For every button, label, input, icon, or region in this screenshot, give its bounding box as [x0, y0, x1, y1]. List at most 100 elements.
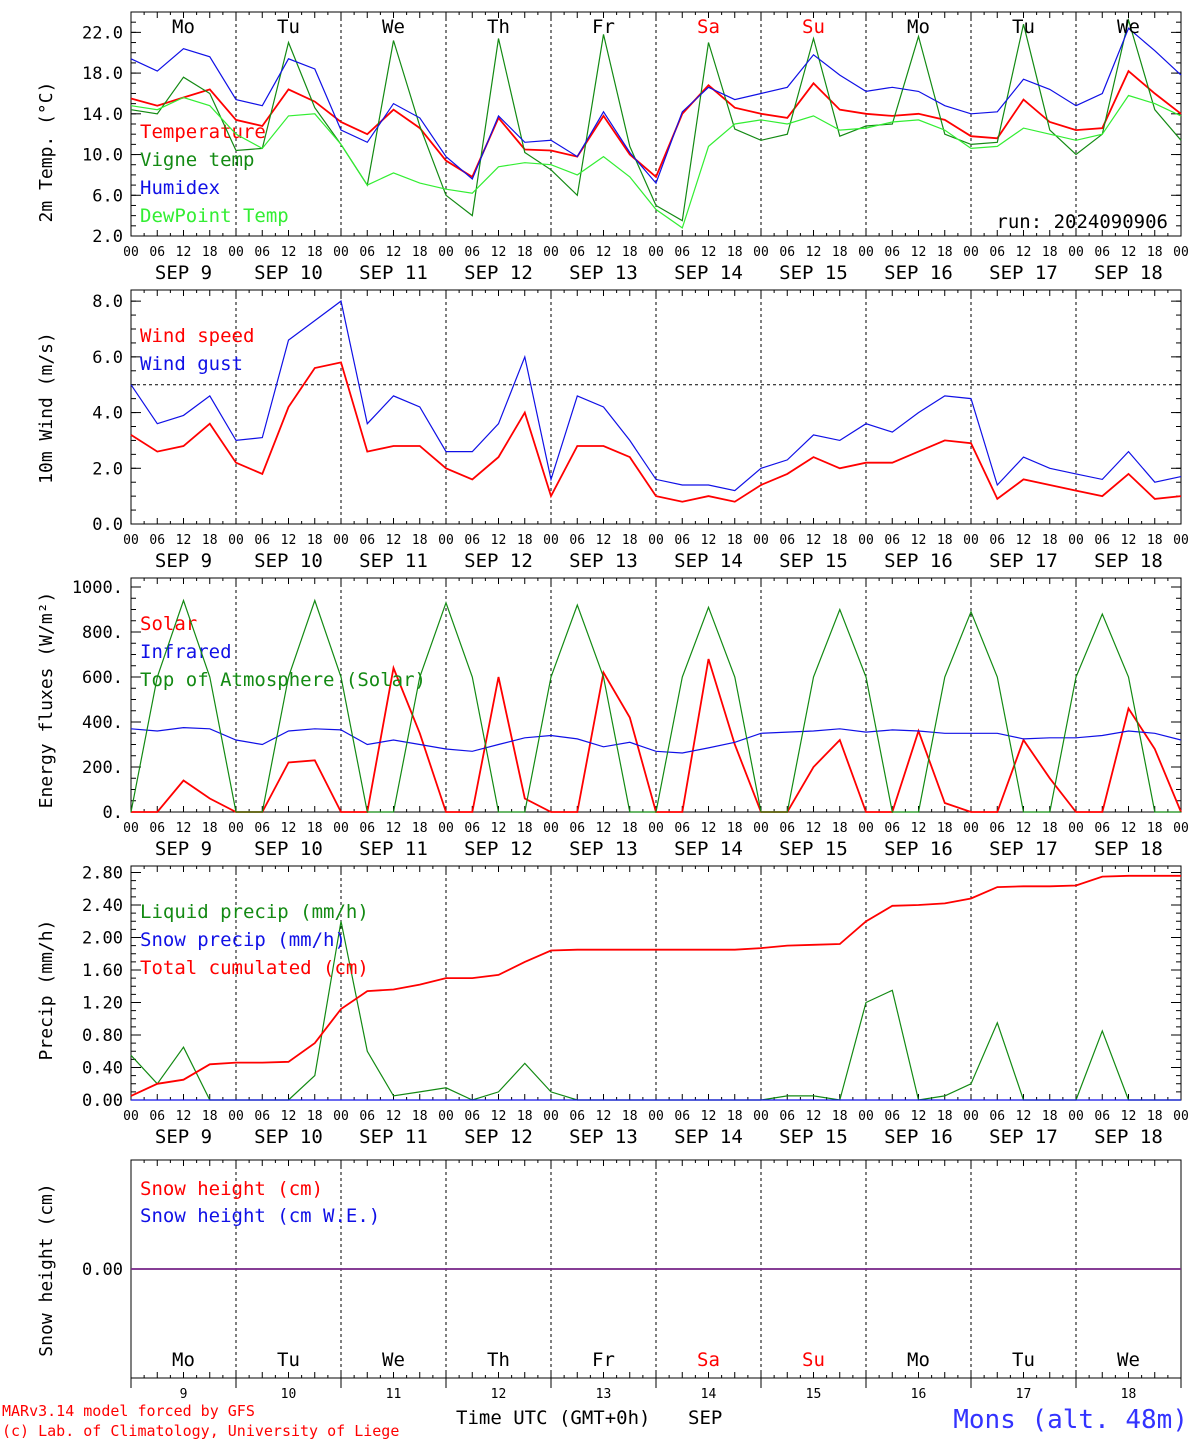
panel-1-hour-label: 18: [1042, 245, 1058, 260]
x-axis-title: Time UTC (GMT+0h): [456, 1407, 650, 1429]
panel-4-hour-label: 06: [674, 1109, 690, 1124]
panel-3-hour-label: 06: [674, 821, 690, 836]
panel-1-legend-3: DewPoint Temp: [140, 205, 289, 227]
bottom-weekday-label: Su: [802, 1349, 825, 1371]
panel-3-hour-label: 12: [491, 821, 507, 836]
panel-1-series-humidex: [130, 27, 1182, 185]
panel-1-hour-label: 00: [543, 245, 559, 260]
panel-3-hour-label: 06: [359, 821, 375, 836]
bottom-day-number: 16: [911, 1387, 927, 1402]
panel-4-hour-label: 00: [1068, 1109, 1084, 1124]
panel-2-hour-label: 06: [569, 533, 585, 548]
panel-3-hour-label: 00: [648, 821, 664, 836]
bottom-weekday-label: Fr: [592, 1349, 615, 1371]
panel-2-y-tick-label: 6.0: [92, 348, 123, 368]
panel-1-hour-label: 06: [1094, 245, 1110, 260]
panel-3-y-tick-label: 800.: [82, 623, 123, 643]
panel-3-y-tick-label: 600.: [82, 668, 123, 688]
panel-3-hour-label: 12: [701, 821, 717, 836]
panel-2-hour-label: 06: [674, 533, 690, 548]
panel-4-date-label: SEP 13: [569, 1126, 638, 1148]
panel-2-series-wind-speed: [130, 361, 1182, 503]
panel-3-date-label: SEP 18: [1094, 838, 1163, 860]
top-weekday-label: We: [382, 16, 405, 38]
bottom-weekday-label: We: [1117, 1349, 1140, 1371]
panel-1-hour-label: 12: [281, 245, 297, 260]
panel-2-date-label: SEP 18: [1094, 550, 1163, 572]
panel-3-date-label: SEP 15: [779, 838, 848, 860]
panel-3-hour-label: 06: [149, 821, 165, 836]
panel-1-hour-label: 00: [438, 245, 454, 260]
panel-4-hour-label: 00: [1173, 1109, 1189, 1124]
panel-1-hour-label: 06: [989, 245, 1005, 260]
panel-4-y-tick-label: 2.00: [82, 929, 123, 949]
panel-4-y-tick-label: 1.60: [82, 961, 123, 981]
panel-3-hour-label: 06: [779, 821, 795, 836]
panel-2-date-label: SEP 16: [884, 550, 953, 572]
panel-4-hour-label: 12: [491, 1109, 507, 1124]
panel-1-date-label: SEP 18: [1094, 262, 1163, 284]
panel-4-legend-1: Snow precip (mm/h): [140, 929, 346, 951]
top-weekday-label: Tu: [277, 16, 300, 38]
panel-2-hour-label: 00: [963, 533, 979, 548]
panel-4-hour-label: 00: [963, 1109, 979, 1124]
bottom-weekday-label: Sa: [697, 1349, 720, 1371]
panel-3-hour-label: 00: [753, 821, 769, 836]
panel-2-hour-label: 00: [648, 533, 664, 548]
panel-2-hour-label: 18: [307, 533, 323, 548]
panel-1-hour-label: 00: [858, 245, 874, 260]
panel-3-hour-label: 18: [412, 821, 428, 836]
panel-2-hour-label: 06: [779, 533, 795, 548]
top-weekday-label: Mo: [172, 16, 195, 38]
bottom-day-number: 14: [701, 1387, 717, 1402]
panel-3-date-label: SEP 9: [155, 838, 212, 860]
bottom-day-number: 17: [1016, 1387, 1032, 1402]
panel-1-y-tick-label: 10.0: [82, 146, 123, 166]
panel-1-date-label: SEP 15: [779, 262, 848, 284]
panel-1-hour-label: 12: [596, 245, 612, 260]
panel-2-y-axis-label: 10m Wind (m/s): [36, 332, 57, 484]
panel-1-hour-label: 06: [359, 245, 375, 260]
panel-2-hour-label: 12: [911, 533, 927, 548]
panel-1-hour-label: 00: [963, 245, 979, 260]
panel-2-date-label: SEP 9: [155, 550, 212, 572]
panel-3-hour-label: 00: [333, 821, 349, 836]
panel-4-hour-label: 12: [596, 1109, 612, 1124]
credit-lab: (c) Lab. of Climatology, University of L…: [2, 1422, 399, 1440]
panel-4-hour-label: 06: [149, 1109, 165, 1124]
station-name: Mons (alt. 48m): [953, 1405, 1188, 1435]
panel-1-hour-label: 06: [779, 245, 795, 260]
panel-2-date-label: SEP 10: [254, 550, 323, 572]
panel-2-y-tick-label: 0.0: [92, 515, 123, 535]
panel-3-hour-label: 06: [1094, 821, 1110, 836]
panel-3-hour-label: 06: [569, 821, 585, 836]
panel-3-y-tick-label: 1000.: [72, 578, 123, 598]
panel-1-date-label: SEP 9: [155, 262, 212, 284]
panel-4-hour-label: 12: [281, 1109, 297, 1124]
panel-3-hour-label: 12: [176, 821, 192, 836]
panel-4-legend-2: Total cumulated (cm): [140, 957, 369, 979]
panel-3-hour-label: 18: [307, 821, 323, 836]
panel-1-hour-label: 00: [123, 245, 139, 260]
panel-2-hour-label: 12: [1121, 533, 1137, 548]
panel-3-hour-label: 12: [1121, 821, 1137, 836]
run-label: run: 2024090906: [996, 211, 1168, 233]
top-weekday-label: Tu: [1012, 16, 1035, 38]
panel-2-hour-label: 00: [228, 533, 244, 548]
top-weekday-label: Th: [487, 16, 510, 38]
panel-3-date-label: SEP 13: [569, 838, 638, 860]
panel-2-y-tick-label: 2.0: [92, 459, 123, 479]
top-weekday-label: We: [1117, 16, 1140, 38]
panel-3-hour-label: 06: [989, 821, 1005, 836]
panel-2-hour-label: 00: [1068, 533, 1084, 548]
panel-1-legend-2: Humidex: [140, 177, 220, 199]
panel-1-hour-label: 18: [1147, 245, 1163, 260]
panel-3-y-tick-label: 200.: [82, 758, 123, 778]
credit-model: MARv3.14 model forced by GFS: [2, 1402, 255, 1420]
panel-2-hour-label: 12: [281, 533, 297, 548]
panel-4-hour-label: 06: [254, 1109, 270, 1124]
bottom-weekday-label: Mo: [172, 1349, 195, 1371]
panel-3-hour-label: 18: [202, 821, 218, 836]
panel-3-legend-1: Infrared: [140, 641, 232, 663]
